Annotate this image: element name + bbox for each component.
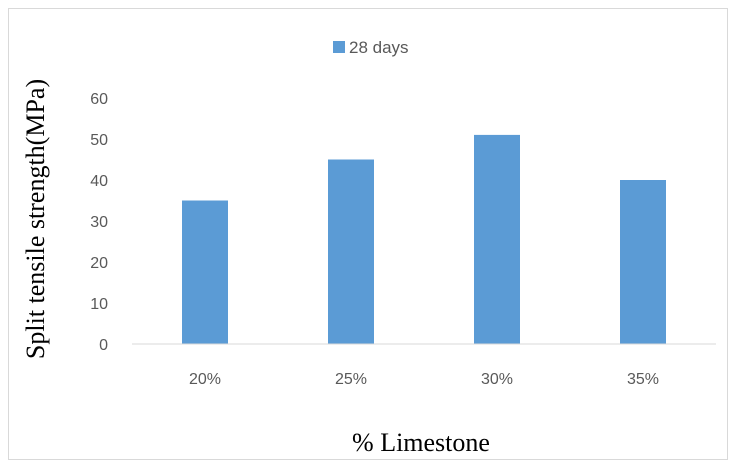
bars: [182, 134, 666, 344]
x-tick-label: 30%: [481, 371, 513, 388]
y-tick-label: 30: [90, 214, 108, 231]
bar: [474, 134, 520, 344]
y-tick-label: 20: [90, 255, 108, 272]
y-tick-label: 10: [90, 296, 108, 313]
bar: [182, 200, 228, 344]
legend-label: 28 days: [349, 38, 409, 57]
x-tick-label: 35%: [627, 371, 659, 388]
y-axis-title: Split tensile strength(MPa): [21, 79, 50, 359]
y-tick-label: 0: [99, 337, 108, 354]
x-tick-label: 20%: [189, 371, 221, 388]
bar: [620, 180, 666, 344]
bar: [328, 159, 374, 344]
x-tick-label: 25%: [335, 371, 367, 388]
y-tick-label: 50: [90, 132, 108, 149]
x-axis-ticks: 20% 25% 30% 35%: [189, 371, 659, 388]
legend: 28 days: [333, 38, 409, 57]
y-axis-ticks: 0 10 20 30 40 50 60: [90, 91, 108, 354]
y-tick-label: 60: [90, 91, 108, 108]
x-axis-title: % Limestone: [352, 428, 490, 457]
legend-swatch: [333, 41, 345, 53]
y-tick-label: 40: [90, 173, 108, 190]
